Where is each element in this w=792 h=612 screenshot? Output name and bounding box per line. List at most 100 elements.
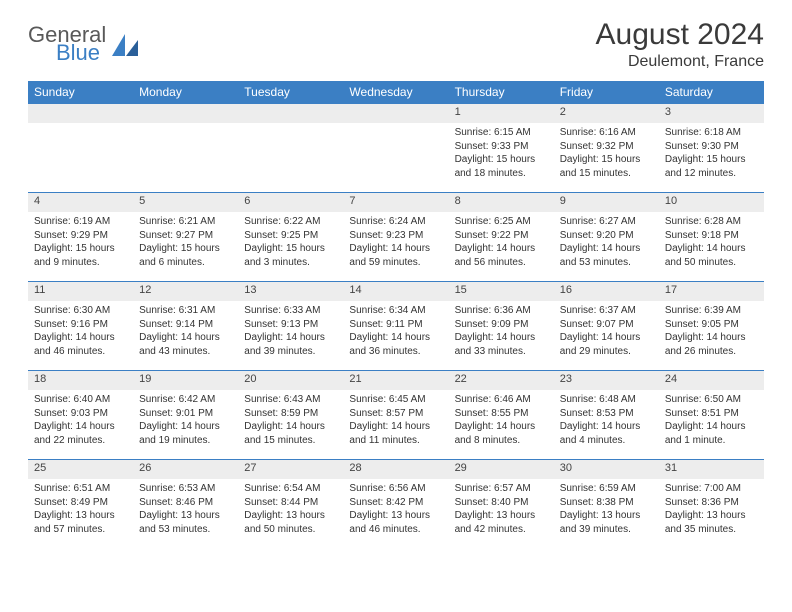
- day-number: 3: [659, 104, 764, 123]
- day-content-line: and 12 minutes.: [665, 167, 758, 181]
- day-content: Sunrise: 6:43 AMSunset: 8:59 PMDaylight:…: [238, 390, 343, 449]
- day-content-line: and 22 minutes.: [34, 434, 127, 448]
- day-content-line: Daylight: 13 hours: [34, 509, 127, 523]
- calendar-day-cell: 13Sunrise: 6:33 AMSunset: 9:13 PMDayligh…: [238, 282, 343, 371]
- day-content-line: Daylight: 15 hours: [455, 153, 548, 167]
- calendar-day-cell: 19Sunrise: 6:42 AMSunset: 9:01 PMDayligh…: [133, 371, 238, 460]
- day-content: Sunrise: 6:42 AMSunset: 9:01 PMDaylight:…: [133, 390, 238, 449]
- day-content-line: Daylight: 14 hours: [665, 420, 758, 434]
- day-content: Sunrise: 6:28 AMSunset: 9:18 PMDaylight:…: [659, 212, 764, 271]
- day-content: Sunrise: 6:46 AMSunset: 8:55 PMDaylight:…: [449, 390, 554, 449]
- day-content-line: Daylight: 13 hours: [560, 509, 653, 523]
- day-number: 10: [659, 193, 764, 212]
- day-content-line: and 39 minutes.: [244, 345, 337, 359]
- calendar-day-cell: 22Sunrise: 6:46 AMSunset: 8:55 PMDayligh…: [449, 371, 554, 460]
- day-content-line: Daylight: 14 hours: [560, 420, 653, 434]
- day-content-line: and 15 minutes.: [244, 434, 337, 448]
- day-content-line: Sunset: 8:44 PM: [244, 496, 337, 510]
- day-content-line: Daylight: 14 hours: [560, 331, 653, 345]
- day-content-line: Sunrise: 6:25 AM: [455, 215, 548, 229]
- calendar-week-row: 25Sunrise: 6:51 AMSunset: 8:49 PMDayligh…: [28, 460, 764, 549]
- day-number: 21: [343, 371, 448, 390]
- day-content-line: Sunset: 9:32 PM: [560, 140, 653, 154]
- day-content-line: and 57 minutes.: [34, 523, 127, 537]
- day-number: 15: [449, 282, 554, 301]
- day-content: [238, 123, 343, 128]
- day-content: Sunrise: 6:31 AMSunset: 9:14 PMDaylight:…: [133, 301, 238, 360]
- weekday-header: Monday: [133, 81, 238, 104]
- day-number: 24: [659, 371, 764, 390]
- day-content: Sunrise: 6:53 AMSunset: 8:46 PMDaylight:…: [133, 479, 238, 538]
- day-number: [28, 104, 133, 123]
- day-content-line: Sunset: 9:01 PM: [139, 407, 232, 421]
- calendar-week-row: 1Sunrise: 6:15 AMSunset: 9:33 PMDaylight…: [28, 104, 764, 193]
- day-content-line: Daylight: 14 hours: [455, 331, 548, 345]
- day-content-line: Sunset: 9:22 PM: [455, 229, 548, 243]
- day-number: 6: [238, 193, 343, 212]
- day-content: Sunrise: 6:15 AMSunset: 9:33 PMDaylight:…: [449, 123, 554, 182]
- calendar-day-cell: 8Sunrise: 6:25 AMSunset: 9:22 PMDaylight…: [449, 193, 554, 282]
- day-content-line: and 29 minutes.: [560, 345, 653, 359]
- day-content-line: Sunset: 9:20 PM: [560, 229, 653, 243]
- day-content: Sunrise: 6:27 AMSunset: 9:20 PMDaylight:…: [554, 212, 659, 271]
- day-content-line: Daylight: 14 hours: [455, 242, 548, 256]
- calendar-day-cell: 5Sunrise: 6:21 AMSunset: 9:27 PMDaylight…: [133, 193, 238, 282]
- day-content-line: Sunset: 8:53 PM: [560, 407, 653, 421]
- logo-sail-icon: [112, 34, 138, 56]
- day-content-line: Daylight: 15 hours: [34, 242, 127, 256]
- day-content-line: and 6 minutes.: [139, 256, 232, 270]
- weekday-header: Friday: [554, 81, 659, 104]
- day-content: Sunrise: 6:40 AMSunset: 9:03 PMDaylight:…: [28, 390, 133, 449]
- day-content-line: and 56 minutes.: [455, 256, 548, 270]
- day-content: Sunrise: 6:59 AMSunset: 8:38 PMDaylight:…: [554, 479, 659, 538]
- day-content-line: Daylight: 14 hours: [34, 331, 127, 345]
- day-content: Sunrise: 6:34 AMSunset: 9:11 PMDaylight:…: [343, 301, 448, 360]
- calendar-day-cell: 18Sunrise: 6:40 AMSunset: 9:03 PMDayligh…: [28, 371, 133, 460]
- day-content-line: and 4 minutes.: [560, 434, 653, 448]
- day-content-line: and 11 minutes.: [349, 434, 442, 448]
- calendar-day-cell: 7Sunrise: 6:24 AMSunset: 9:23 PMDaylight…: [343, 193, 448, 282]
- day-content-line: Sunrise: 7:00 AM: [665, 482, 758, 496]
- day-number: 11: [28, 282, 133, 301]
- calendar-table: SundayMondayTuesdayWednesdayThursdayFrid…: [28, 81, 764, 548]
- day-content-line: Sunrise: 6:15 AM: [455, 126, 548, 140]
- day-content-line: Sunset: 9:03 PM: [34, 407, 127, 421]
- day-content-line: Sunset: 9:25 PM: [244, 229, 337, 243]
- calendar-day-cell: 14Sunrise: 6:34 AMSunset: 9:11 PMDayligh…: [343, 282, 448, 371]
- day-content: Sunrise: 6:18 AMSunset: 9:30 PMDaylight:…: [659, 123, 764, 182]
- calendar-day-cell: [133, 104, 238, 193]
- calendar-day-cell: [238, 104, 343, 193]
- calendar-day-cell: 12Sunrise: 6:31 AMSunset: 9:14 PMDayligh…: [133, 282, 238, 371]
- day-content-line: Sunrise: 6:22 AM: [244, 215, 337, 229]
- day-number: 30: [554, 460, 659, 479]
- day-content-line: Daylight: 15 hours: [139, 242, 232, 256]
- day-content-line: and 59 minutes.: [349, 256, 442, 270]
- day-content-line: Sunrise: 6:28 AM: [665, 215, 758, 229]
- day-number: 4: [28, 193, 133, 212]
- day-content-line: and 33 minutes.: [455, 345, 548, 359]
- day-content-line: and 36 minutes.: [349, 345, 442, 359]
- day-content: [343, 123, 448, 128]
- calendar-day-cell: 10Sunrise: 6:28 AMSunset: 9:18 PMDayligh…: [659, 193, 764, 282]
- day-number: [238, 104, 343, 123]
- logo: General Blue: [28, 24, 138, 64]
- day-content-line: and 46 minutes.: [349, 523, 442, 537]
- day-content-line: Sunset: 9:11 PM: [349, 318, 442, 332]
- day-content-line: and 53 minutes.: [560, 256, 653, 270]
- day-content-line: Daylight: 13 hours: [455, 509, 548, 523]
- day-content-line: Sunrise: 6:24 AM: [349, 215, 442, 229]
- day-content: Sunrise: 6:39 AMSunset: 9:05 PMDaylight:…: [659, 301, 764, 360]
- day-number: 5: [133, 193, 238, 212]
- day-content-line: Sunset: 8:36 PM: [665, 496, 758, 510]
- day-content-line: Sunrise: 6:54 AM: [244, 482, 337, 496]
- day-content-line: and 50 minutes.: [665, 256, 758, 270]
- weekday-header: Wednesday: [343, 81, 448, 104]
- day-content-line: and 42 minutes.: [455, 523, 548, 537]
- calendar-day-cell: [28, 104, 133, 193]
- day-content-line: Sunset: 9:33 PM: [455, 140, 548, 154]
- day-content-line: Sunrise: 6:39 AM: [665, 304, 758, 318]
- day-content-line: Sunrise: 6:33 AM: [244, 304, 337, 318]
- day-content-line: Sunrise: 6:42 AM: [139, 393, 232, 407]
- day-content-line: Daylight: 13 hours: [349, 509, 442, 523]
- page-subtitle: Deulemont, France: [596, 53, 764, 71]
